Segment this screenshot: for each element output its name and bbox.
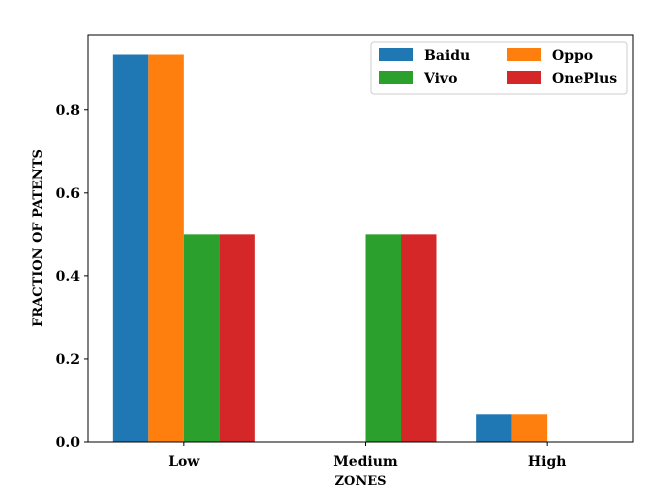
y-tick-label: 0.6 bbox=[56, 186, 80, 202]
legend: Baidu Oppo Vivo OnePlus bbox=[370, 41, 628, 95]
x-axis: Low Medium High bbox=[168, 442, 566, 470]
x-tick-label: Low bbox=[168, 454, 200, 470]
legend-label-oppo: Oppo bbox=[552, 48, 593, 64]
bar-oneplus-medium bbox=[401, 234, 437, 442]
y-axis: 0.0 0.2 0.4 0.6 0.8 bbox=[56, 103, 88, 451]
legend-swatch-vivo bbox=[379, 71, 413, 84]
legend-label-oneplus: OnePlus bbox=[552, 71, 617, 87]
x-tick-label: High bbox=[528, 454, 567, 470]
y-tick-label: 0.0 bbox=[56, 435, 81, 451]
y-axis-label: FRACTION OF PATENTS bbox=[31, 149, 46, 327]
legend-swatch-baidu bbox=[379, 48, 413, 61]
bar-oppo-low bbox=[148, 54, 184, 443]
x-tick-label: Medium bbox=[333, 454, 398, 470]
bar-baidu-low bbox=[112, 54, 149, 443]
y-tick-label: 0.4 bbox=[56, 269, 81, 285]
bar-oneplus-low bbox=[219, 234, 255, 442]
legend-swatch-oneplus bbox=[507, 71, 541, 84]
y-tick-label: 0.8 bbox=[56, 103, 80, 119]
bars-group bbox=[112, 54, 548, 443]
bar-vivo-medium bbox=[365, 234, 401, 442]
bar-baidu-high bbox=[476, 414, 512, 442]
plot-frame bbox=[87, 34, 634, 443]
x-axis-label: ZONES bbox=[335, 474, 387, 489]
legend-label-baidu: Baidu bbox=[424, 48, 470, 64]
legend-swatch-oppo bbox=[507, 48, 541, 61]
bar-oppo-high bbox=[511, 414, 548, 442]
legend-frame bbox=[370, 41, 628, 95]
bar-vivo-low bbox=[183, 234, 220, 442]
legend-label-vivo: Vivo bbox=[423, 71, 457, 87]
y-tick-label: 0.2 bbox=[56, 352, 80, 368]
